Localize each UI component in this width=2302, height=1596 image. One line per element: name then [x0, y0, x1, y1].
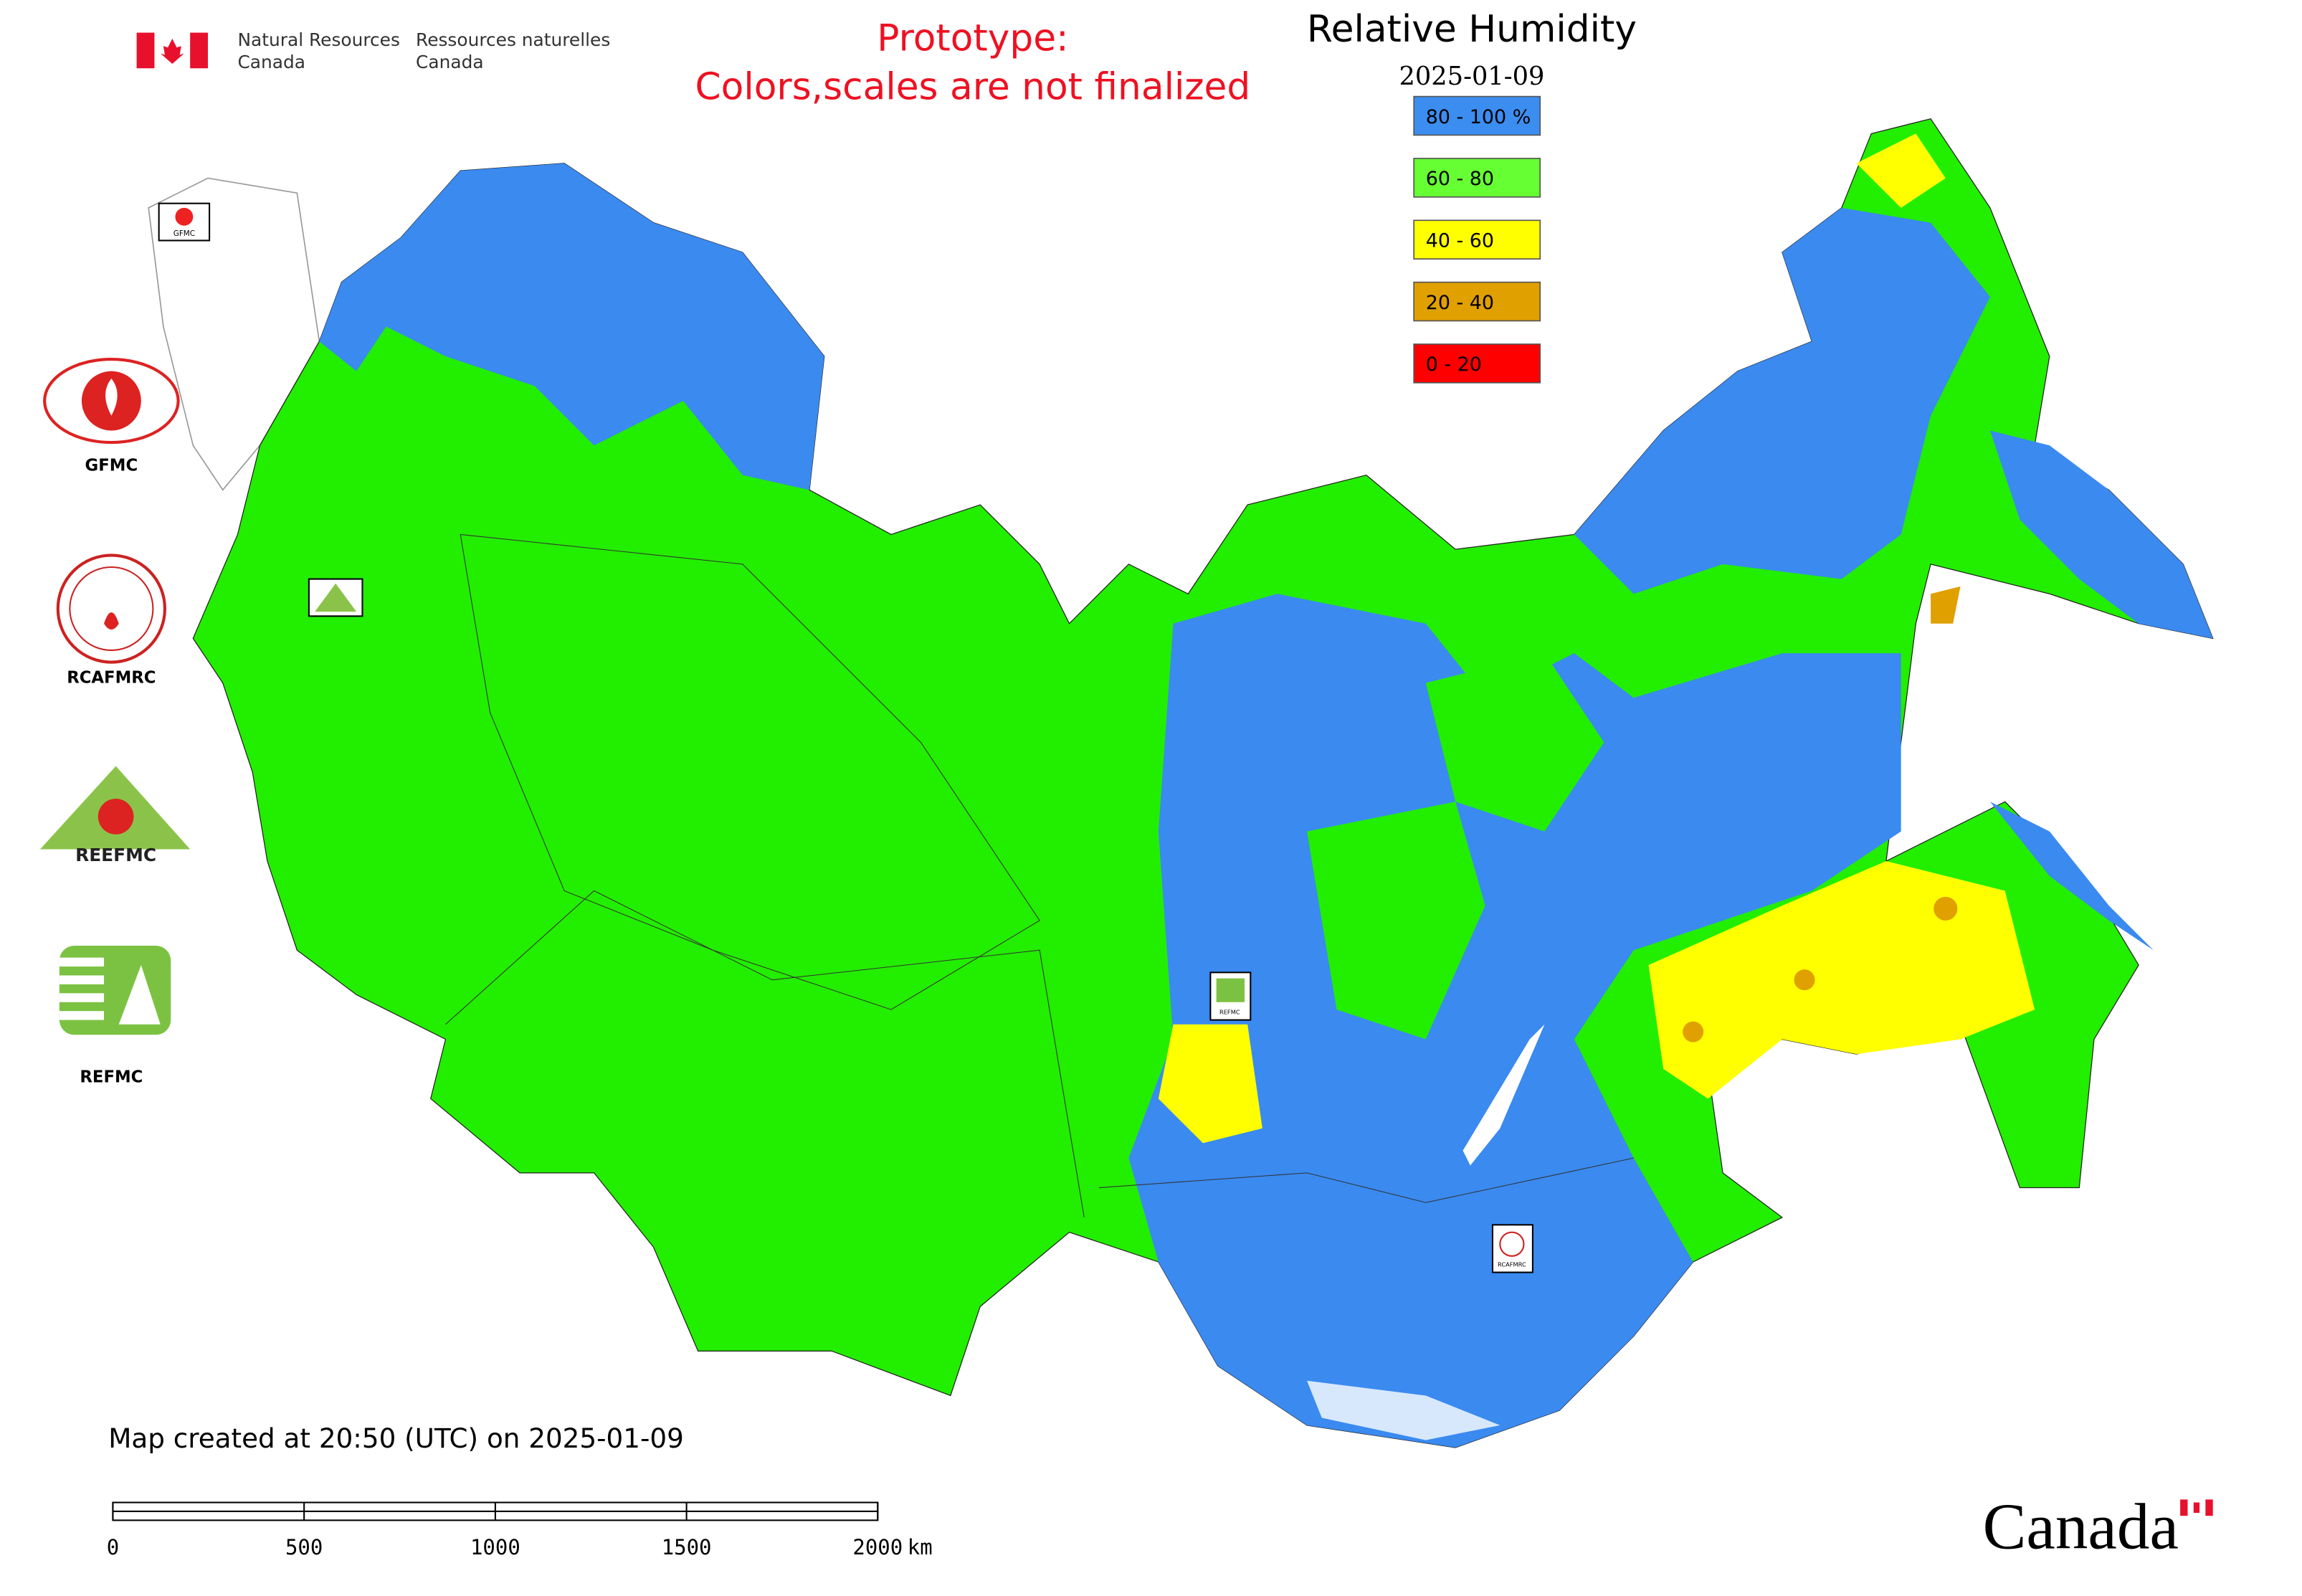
legend-swatch [1413, 343, 1541, 384]
legend: 80 - 100 % 60 - 80 40 - 60 20 - 40 0 - 20 [1413, 95, 1541, 384]
map-title: Relative Humidity [1307, 8, 1637, 51]
reefmc-logo: REEFMC [39, 766, 191, 865]
marker-label: GFMC [173, 229, 195, 238]
map-marker: RCAFMRC [1491, 1224, 1533, 1273]
map: GFMC REFMC RCAFMRC [148, 118, 2214, 1448]
legend-swatch [1413, 219, 1541, 260]
legend-label: 40 - 60 [1426, 230, 1494, 252]
notice: Colors,scales are not finalized [695, 66, 1251, 109]
map-date: 2025-01-09 [1399, 62, 1545, 91]
logo-label: GFMC [85, 456, 138, 475]
legend-label: 60 - 80 [1426, 168, 1494, 190]
map-marker [308, 578, 363, 617]
map-marker: REFMC [1209, 972, 1252, 1021]
scale-label: 500 [285, 1535, 323, 1559]
scale-label: 1500 [662, 1535, 712, 1559]
created-note: Map created at 20:50 (UTC) on 2025-01-09 [108, 1422, 684, 1454]
refmc-logo [59, 946, 171, 1035]
wordmark-flag [2180, 1499, 2213, 1516]
legend-swatch [1413, 158, 1541, 198]
rcafmrc-logo [56, 554, 167, 664]
map-marker: GFMC [158, 202, 211, 242]
scale-label: 2000 [852, 1535, 903, 1559]
legend-swatch [1413, 281, 1541, 322]
gfmc-logo [43, 358, 180, 445]
agency-en: Canada [237, 52, 305, 72]
legend-swatch [1413, 95, 1541, 136]
marker-label: REFMC [1219, 1008, 1240, 1015]
logo-label: RCAFMRC [67, 669, 156, 688]
scale-bar: 0 500 1000 1500 2000 km [107, 1501, 933, 1559]
canada-flag [136, 32, 209, 69]
legend-label: 20 - 40 [1426, 292, 1494, 314]
notice: Prototype: [877, 16, 1068, 60]
agency-fr: Canada [416, 52, 484, 72]
scale-unit: km [908, 1535, 933, 1559]
canada-wordmark: Canada [1983, 1491, 2179, 1563]
logo-label: REFMC [80, 1068, 143, 1087]
logo-text: REEFMC [75, 845, 156, 865]
scale-label: 0 [107, 1535, 119, 1559]
scale-label: 1000 [470, 1535, 520, 1559]
legend-label: 0 - 20 [1426, 353, 1482, 376]
agency-fr: Ressources naturelles [416, 29, 610, 50]
agency-en: Natural Resources [237, 29, 399, 50]
marker-label: RCAFMRC [1498, 1260, 1526, 1268]
legend-label: 80 - 100 % [1426, 106, 1531, 128]
